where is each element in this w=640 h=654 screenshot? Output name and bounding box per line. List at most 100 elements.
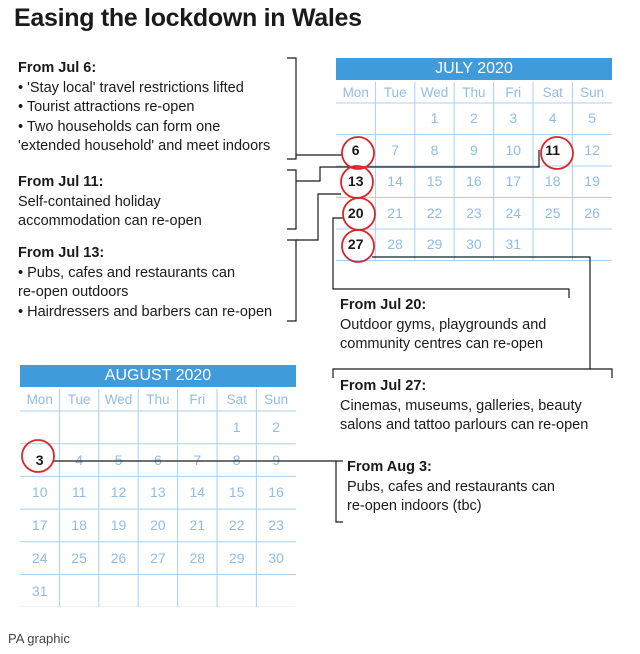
day-cell-16: 16 (268, 484, 284, 501)
note-line: • Pubs, cafes and restaurants can (18, 264, 236, 281)
day-cell-30: 30 (268, 549, 284, 566)
note-line: • Hairdressers and barbers can re-open (18, 303, 273, 320)
circle-jul-11 (540, 136, 574, 170)
note-heading: From Jul 13: (18, 245, 105, 261)
day-cell-21: 21 (189, 517, 206, 534)
day-cell-15: 15 (426, 173, 443, 189)
day-header-fri: Fri (189, 392, 206, 407)
day-header-wed: Wed (104, 392, 133, 407)
day-header-sat: Sat (226, 392, 247, 407)
day-cell-22: 22 (426, 204, 443, 221)
day-cell-12: 12 (110, 484, 127, 501)
day-header-tue: Tue (383, 85, 407, 100)
note-line: Self-contained holiday (18, 193, 161, 210)
day-cell-5: 5 (114, 451, 123, 468)
day-cell-11: 11 (71, 484, 87, 501)
connector-jul-13 (296, 193, 341, 241)
page-title: Easing the lockdown in Wales (14, 4, 362, 32)
day-header-sat: Sat (542, 85, 563, 100)
note-line: salons and tattoo parlours can re-open (340, 417, 589, 433)
day-cell-7: 7 (391, 141, 399, 158)
calendar-gridlines (20, 389, 296, 608)
connector-jul-11 (296, 150, 540, 182)
day-cell-23: 23 (466, 204, 482, 221)
note-line: Pubs, cafes and restaurants can (347, 478, 555, 495)
day-cell-27: 27 (347, 236, 364, 252)
day-cell-11: 11 (545, 141, 561, 158)
bracket-aug-3 (335, 460, 343, 523)
july-calendar-title: JULY 2020 (336, 58, 612, 80)
bracket-jul-13 (287, 239, 297, 322)
day-cell-8: 8 (430, 141, 439, 158)
day-header-mon: Mon (26, 392, 53, 407)
day-cell-3: 3 (509, 110, 518, 126)
note-line: 'extended household' and meet indoors (18, 138, 271, 154)
note-aug-3: From Aug 3: Pubs, cafes and restaurants … (347, 458, 555, 517)
day-header-sun: Sun (264, 392, 289, 407)
day-cell-16: 16 (466, 173, 482, 189)
circle-jul-6 (341, 136, 375, 170)
note-line: Outdoor gyms, playgrounds and (340, 316, 547, 333)
day-cell-3: 3 (35, 451, 44, 468)
day-header-tue: Tue (67, 392, 91, 407)
day-cell-6: 6 (351, 141, 360, 158)
august-calendar: Mon Tue Wed Thu Fri Sat Sun 1 2 3 4 5 6 7 8 9 10 11 12 13 14… (20, 387, 296, 608)
day-cell-24: 24 (505, 204, 522, 221)
day-cell-18: 18 (544, 173, 561, 189)
note-jul-11: From Jul 11: Self-contained holiday acco… (18, 173, 202, 232)
day-cell-27: 27 (150, 549, 166, 566)
day-cell-20: 20 (150, 517, 166, 534)
day-cell-17: 17 (505, 173, 522, 189)
day-header-wed: Wed (420, 85, 449, 100)
day-cell-14: 14 (387, 173, 403, 189)
note-line: Cinemas, museums, galleries, beauty (340, 397, 582, 414)
circle-jul-20 (342, 197, 376, 231)
day-cell-24: 24 (31, 549, 48, 566)
day-header-fri: Fri (505, 85, 522, 100)
day-cell-20: 20 (347, 204, 364, 221)
august-calendar-title: AUGUST 2020 (20, 365, 296, 387)
connector-jul-20 (332, 217, 570, 298)
day-cell-4: 4 (75, 451, 83, 468)
note-jul-6: From Jul 6: • 'Stay local' travel restri… (18, 59, 270, 157)
day-cell-31: 31 (505, 236, 522, 252)
connector-jul-27 (332, 256, 591, 378)
note-heading: From Jul 6: (18, 60, 97, 76)
day-cell-6: 6 (153, 451, 162, 468)
day-cell-8: 8 (232, 451, 241, 468)
day-cell-1: 1 (430, 110, 439, 126)
note-jul-20: From Jul 20: Outdoor gyms, playgrounds a… (340, 296, 546, 355)
day-cell-18: 18 (71, 517, 87, 534)
day-cell-19: 19 (110, 517, 127, 534)
day-cell-28: 28 (189, 549, 206, 566)
note-line: community centres can re-open (340, 336, 544, 352)
circle-jul-27 (341, 229, 375, 263)
connector-jul-27-right (590, 368, 613, 378)
day-cell-29: 29 (228, 549, 245, 566)
july-calendar: Mon Tue Wed Thu Fri Sat Sun 1 2 3 4 5 6 7 8 9 10 11 12 13 14… (336, 80, 612, 261)
day-cell-4: 4 (548, 110, 557, 126)
note-line: re-open outdoors (18, 284, 129, 300)
bracket-jul-11 (287, 169, 297, 230)
note-line: accommodation can re-open (18, 213, 202, 229)
day-cell-25: 25 (71, 549, 87, 566)
day-cell-29: 29 (426, 236, 443, 252)
note-line: • 'Stay local' travel restrictions lifte… (18, 79, 244, 96)
day-cell-2: 2 (469, 110, 478, 126)
day-header-sun: Sun (580, 85, 605, 100)
note-heading: From Aug 3: (347, 459, 432, 475)
day-cell-1: 1 (232, 419, 241, 435)
note-jul-27: From Jul 27: Cinemas, museums, galleries… (340, 377, 588, 436)
day-cell-23: 23 (268, 517, 284, 534)
note-line: • Tourist attractions re-open (18, 99, 195, 115)
day-cell-15: 15 (228, 484, 245, 501)
circle-aug-3 (21, 439, 55, 473)
note-heading: From Jul 20: (340, 297, 427, 313)
day-cell-21: 21 (387, 204, 403, 221)
day-cell-22: 22 (228, 517, 245, 534)
day-cell-19: 19 (584, 173, 600, 189)
circle-jul-13 (340, 165, 374, 199)
day-cell-26: 26 (584, 204, 600, 221)
note-line: • Two households can form one (18, 118, 221, 135)
